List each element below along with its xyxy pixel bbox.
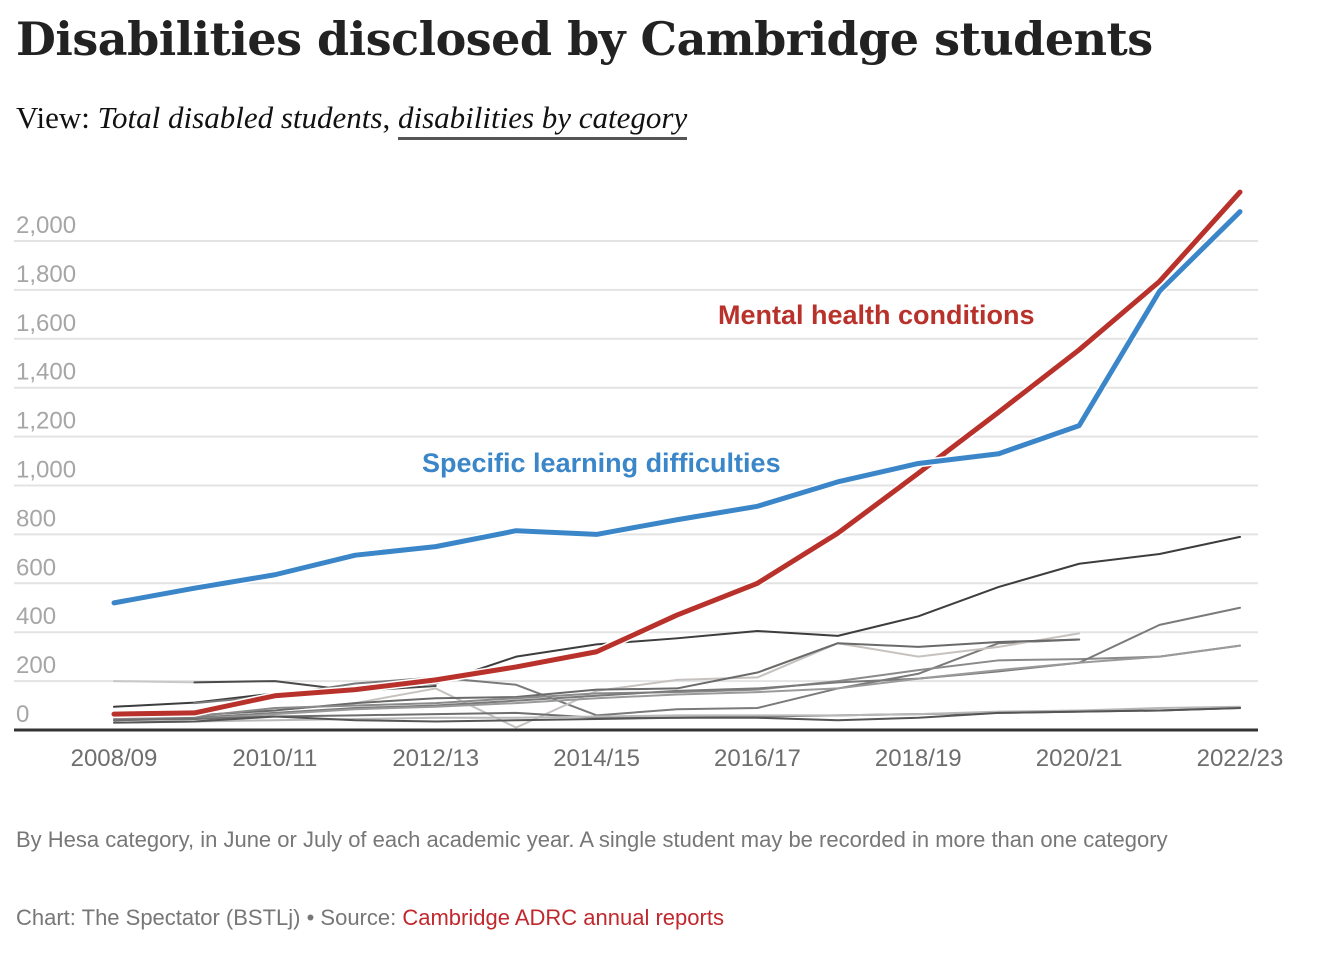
y-tick-label: 2,000 xyxy=(16,212,76,239)
y-tick-label: 1,800 xyxy=(16,261,76,288)
chart-credit: Chart: The Spectator (BSTLj) • Source: C… xyxy=(16,905,724,931)
series-line-category-1[interactable] xyxy=(113,680,196,684)
view-option-by-category[interactable]: disabilities by category xyxy=(397,100,688,140)
line-chart: 0 200 400 600 800 1,000 1,200 1,400 1,600 1,800 2,… xyxy=(14,188,1284,772)
x-tick-label: 2010/11 xyxy=(232,745,317,772)
annotation-specific-learning-difficulties: Specific learning difficulties xyxy=(422,448,781,478)
series-line-category-7[interactable] xyxy=(113,644,1241,720)
series-lines xyxy=(110,188,1244,729)
y-tick-label: 1,400 xyxy=(16,359,76,386)
view-prefix: View: xyxy=(16,100,90,135)
chart-title: Disabilities disclosed by Cambridge stud… xyxy=(16,12,1153,66)
series-line-specific-learning-difficulties[interactable] xyxy=(111,209,1243,606)
y-tick-label: 1,200 xyxy=(16,408,76,435)
y-tick-label: 600 xyxy=(16,554,56,581)
series-line-category-6[interactable] xyxy=(113,638,1081,718)
y-tick-label: 1,600 xyxy=(16,310,76,337)
y-tick-label: 0 xyxy=(16,701,29,728)
y-tick-label: 1,000 xyxy=(16,457,76,484)
series-line-category-12[interactable] xyxy=(113,706,1241,724)
x-tick-label: 2008/09 xyxy=(71,745,158,772)
chart-notes: By Hesa category, in June or July of eac… xyxy=(16,827,1168,852)
x-tick-label: 2016/17 xyxy=(714,745,801,772)
y-axis-ticks: 0 200 400 600 800 1,000 1,200 1,400 1,600 1,800 2,… xyxy=(16,212,76,728)
y-tick-label: 400 xyxy=(16,603,56,630)
x-tick-label: 2018/19 xyxy=(875,745,962,772)
view-separator: , xyxy=(382,100,391,135)
series-line-category-11[interactable] xyxy=(113,705,1241,724)
annotation-mental-health: Mental health conditions xyxy=(718,300,1035,330)
x-tick-label: 2022/23 xyxy=(1197,745,1284,772)
x-tick-label: 2012/13 xyxy=(392,745,479,772)
x-tick-label: 2020/21 xyxy=(1036,745,1123,772)
x-axis-ticks: 2008/09 2010/11 2012/13 2014/15 2016/17 2018/… xyxy=(71,745,1284,772)
view-option-total[interactable]: Total disabled students xyxy=(97,100,383,135)
view-switcher: View: Total disabled students, disabilit… xyxy=(16,100,688,140)
x-tick-label: 2014/15 xyxy=(553,745,640,772)
y-tick-label: 200 xyxy=(16,652,56,679)
series-line-category-4[interactable] xyxy=(193,638,1081,717)
y-tick-label: 800 xyxy=(16,505,56,532)
source-link[interactable]: Cambridge ADRC annual reports xyxy=(402,905,724,930)
series-line-category-9[interactable] xyxy=(193,644,1241,720)
series-line-mental-health-conditions[interactable] xyxy=(111,189,1243,717)
credit-text: Chart: The Spectator (BSTLj) • Source: xyxy=(16,905,403,930)
series-line-specific-learning-difficulties-halo xyxy=(110,207,1244,607)
